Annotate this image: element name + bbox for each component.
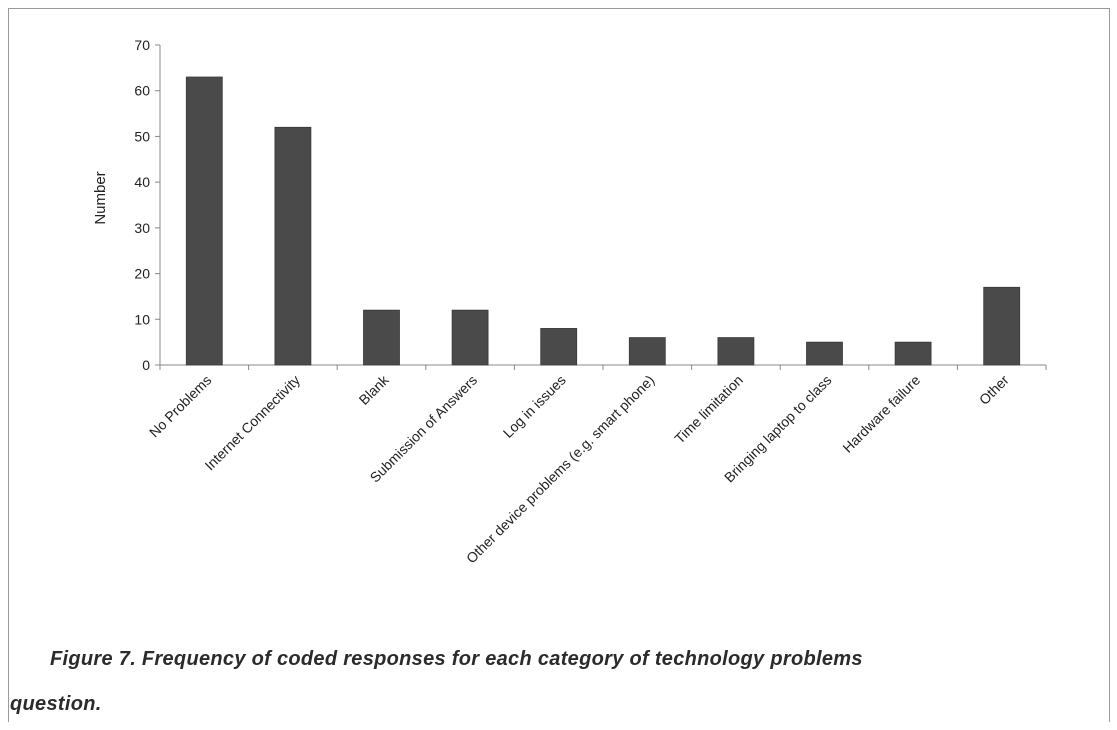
- bar: [540, 328, 578, 366]
- y-tick-label: 60: [134, 83, 150, 99]
- bar: [983, 286, 1021, 366]
- bar: [717, 337, 755, 366]
- x-axis: [159, 364, 1047, 370]
- y-axis-title: Number: [92, 171, 109, 224]
- x-tick-label: Other: [976, 372, 1012, 408]
- y-tick-label: 40: [134, 174, 150, 190]
- x-tick-label: Log in issues: [500, 372, 569, 441]
- y-tick-label: 30: [134, 220, 150, 236]
- x-tick-label: Internet Connectivity: [201, 372, 303, 474]
- y-tick-label: 70: [134, 37, 150, 53]
- bar: [894, 341, 932, 366]
- bar: [185, 76, 223, 366]
- y-axis: 0 10 20 30 40 50 60 70: [134, 37, 161, 373]
- y-tick-label: 10: [134, 311, 150, 327]
- figure-caption-line-1: Figure 7. Frequency of coded responses f…: [50, 648, 863, 670]
- x-tick-label: Time limitation: [671, 372, 746, 447]
- x-tick-label: Other device problems (e.g. smart phone): [463, 372, 658, 567]
- x-tick-label: No Problems: [146, 372, 215, 441]
- y-tick-label: 50: [134, 128, 150, 144]
- x-tick-label: Blank: [356, 371, 393, 408]
- y-tick-label: 0: [142, 357, 150, 373]
- bar: [274, 126, 312, 366]
- x-tick-label: Hardware failure: [839, 372, 923, 456]
- bar: [628, 337, 666, 366]
- bar: [363, 309, 400, 366]
- bars: [185, 76, 1021, 366]
- figure-frame: [8, 8, 1110, 722]
- bar: [806, 341, 843, 366]
- figure-caption-line-2: question.: [10, 693, 102, 715]
- bar: [451, 309, 489, 366]
- y-tick-label: 20: [134, 266, 150, 282]
